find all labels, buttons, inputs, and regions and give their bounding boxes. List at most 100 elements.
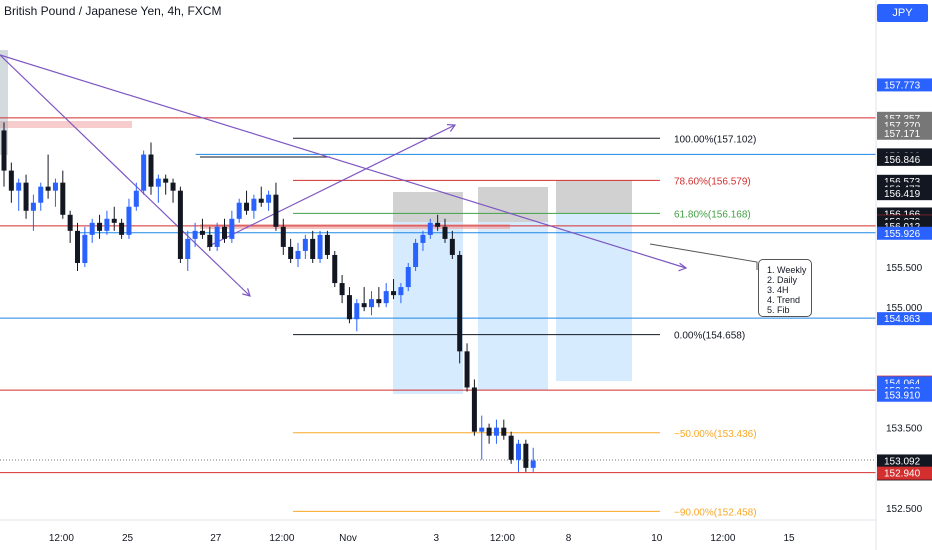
candle-body [508, 435, 514, 460]
candle-body [317, 234, 323, 259]
candle-body [111, 218, 117, 223]
time-tick-label: 10 [651, 533, 663, 544]
price-axis-badge [877, 126, 932, 140]
callout-line [649, 243, 758, 270]
candle-body [126, 206, 132, 235]
price-axis-badge-text: 156.573 [884, 177, 921, 188]
candle-body [67, 214, 73, 231]
zone-gray [556, 180, 632, 213]
candle-body [8, 170, 14, 191]
candle-body [207, 234, 213, 247]
time-tick-label: 12:00 [710, 533, 735, 544]
candle-body [104, 218, 110, 231]
zone-pink [200, 224, 510, 229]
candle-body [354, 303, 360, 320]
time-tick-label: 15 [783, 533, 795, 544]
candle-body [442, 226, 448, 239]
arrow-head [678, 262, 688, 272]
candle-body [479, 427, 485, 432]
fib-label: 100.00%(157.102) [674, 134, 756, 145]
candle-body [383, 291, 389, 304]
candle-body [346, 295, 352, 320]
candle-body [177, 190, 183, 259]
time-tick-label: Nov [339, 533, 357, 544]
price-axis-badge [877, 226, 932, 240]
candle-body [23, 182, 29, 211]
price-axis-badge [877, 152, 932, 166]
candle-body [148, 154, 154, 187]
chart-title: British Pound / Japanese Yen, 4h, FXCM [4, 4, 222, 18]
price-axis-badge-text: 157.171 [884, 129, 921, 140]
price-axis-badge [877, 312, 932, 326]
zone-blue [478, 222, 548, 390]
time-tick-label: 12:00 [269, 533, 294, 544]
candle-body [427, 222, 433, 235]
candle-body [324, 234, 330, 255]
candle-body [516, 443, 521, 460]
zone-gray-left [0, 50, 8, 155]
candle-body [214, 226, 220, 247]
candle-body [471, 387, 477, 432]
candle-body [75, 230, 80, 263]
candle-body [523, 443, 529, 468]
candle-body [295, 250, 301, 259]
fib-label: −90.00%(152.458) [674, 507, 757, 518]
candle-body [141, 154, 147, 191]
candle-body [493, 427, 499, 436]
note-item: 3. 4H [767, 285, 789, 295]
time-tick-label: 12:00 [49, 533, 74, 544]
candle-body [236, 202, 242, 219]
price-axis-badge-text: 153.092 [884, 456, 921, 467]
candle-body [52, 182, 58, 191]
price-tick-label: 152.500 [886, 504, 923, 515]
arrow-head [242, 288, 251, 297]
price-tick-label: 155.000 [886, 303, 923, 314]
zone-gray [478, 187, 548, 222]
candle-body [420, 234, 426, 243]
zone-gray [393, 192, 463, 222]
candle-body [258, 198, 264, 203]
fib-label: 78.60%(156.579) [674, 176, 751, 187]
candle-body [222, 226, 227, 239]
note-item: 2. Daily [767, 275, 798, 285]
candle-body [244, 202, 250, 211]
price-axis-badge-text: 157.270 [884, 121, 921, 132]
candle-body [38, 186, 44, 203]
price-tick-label: 153.500 [886, 424, 923, 435]
candle-body [302, 238, 308, 251]
candle-body [155, 178, 161, 187]
candle-body [185, 238, 191, 259]
candle-body [16, 182, 22, 191]
candle-body [369, 299, 374, 308]
zone-blue [556, 213, 632, 381]
candle-body [391, 291, 397, 296]
candle-body [280, 226, 286, 247]
candle-body [310, 238, 316, 259]
candle-body [464, 351, 470, 388]
time-tick-label: 8 [566, 533, 572, 544]
candle-body [457, 254, 463, 352]
candle-body [229, 218, 235, 239]
candle-body [376, 299, 382, 304]
notes-box: 1. Weekly 2. Daily 3. 4H 4. Trend 5. Fib [758, 259, 812, 317]
price-axis-badge-text: 152.940 [884, 469, 921, 480]
note-item: 1. Weekly [767, 265, 807, 275]
price-axis-badge [877, 454, 932, 468]
price-axis-badge-text: 155.926 [884, 229, 921, 240]
symbol-badge[interactable]: JPY [877, 4, 928, 22]
price-axis-badge-text: 153.910 [884, 391, 921, 402]
price-axis-badge [877, 388, 932, 402]
candle-body [398, 287, 404, 296]
arrow-head [446, 124, 457, 132]
candle-body [119, 222, 125, 235]
candle-body [30, 202, 36, 211]
candle-body [192, 230, 198, 239]
candle-body [486, 427, 492, 436]
fib-label: 61.80%(156.168) [674, 209, 751, 220]
candle-body [251, 198, 257, 211]
trend-line [206, 124, 456, 248]
time-tick-label: 27 [210, 533, 222, 544]
candle-body [82, 234, 88, 263]
candle-body [501, 427, 507, 436]
